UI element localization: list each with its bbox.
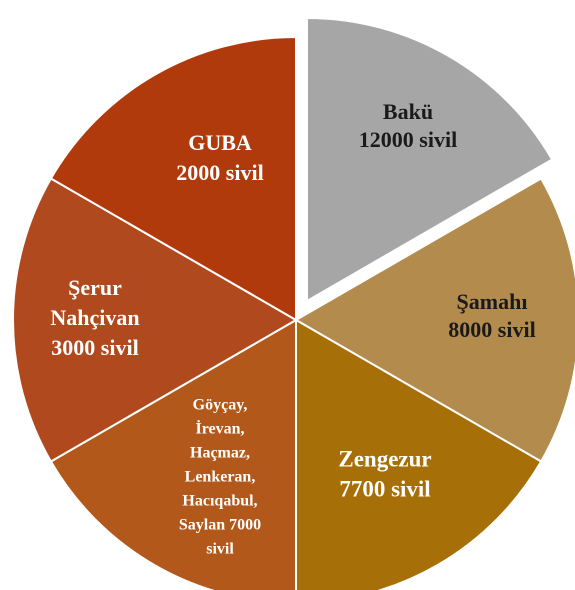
slice-label: Bakü: [383, 99, 433, 124]
pie-slice: [306, 16, 554, 303]
pie-slice: [49, 35, 297, 322]
slice-label: 8000 sivil: [448, 317, 535, 342]
slice-label: Şamahı: [457, 289, 528, 314]
pie-slice: [295, 318, 543, 590]
slice-label: GUBA: [188, 130, 252, 155]
slice-label: 2000 sivil: [176, 160, 263, 185]
slice-label: Haçmaz,: [190, 445, 250, 462]
slice-label: Nahçivan: [50, 305, 139, 330]
slice-label: Lenkeran,: [185, 469, 256, 486]
slice-label: sivil: [206, 541, 234, 558]
slice-label: Hacıqabul,: [182, 493, 257, 510]
pie-slice: [49, 318, 297, 590]
slice-label: 3000 sivil: [51, 335, 138, 360]
slice-label: İrevan,: [195, 419, 244, 438]
slice-label: Saylan 7000: [179, 517, 261, 534]
slice-label: Göyçay,: [193, 397, 248, 414]
pie-slice: [294, 177, 575, 463]
slice-label: 12000 sivil: [359, 127, 457, 152]
slice-label: Zengezur: [338, 446, 431, 471]
slice-label: 7700 sivil: [339, 476, 430, 501]
slice-label: Şerur: [68, 275, 122, 300]
pie-slice: [12, 177, 299, 463]
